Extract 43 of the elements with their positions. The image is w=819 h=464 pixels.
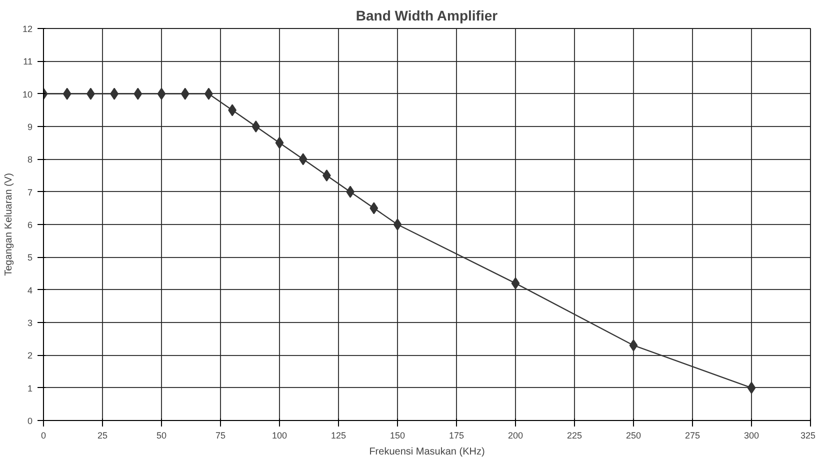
x-tick-label: 275 (684, 430, 700, 440)
x-tick-label: 75 (215, 430, 226, 440)
point (180, 88, 190, 100)
y-tick-label: 8 (27, 154, 33, 165)
x-tick-label: 175 (448, 430, 464, 440)
x-tick-label: 25 (97, 430, 108, 440)
x-tick-label: 125 (330, 430, 346, 440)
y-axis-title: Tegangan Keluaran (V) (3, 173, 14, 276)
point (157, 88, 166, 100)
point (393, 218, 402, 230)
point (252, 120, 260, 132)
y-tick-label: 7 (27, 187, 33, 198)
x-tick-label: 100 (272, 430, 288, 440)
point (370, 202, 378, 214)
y-tick-label: 11 (23, 56, 32, 67)
point (747, 382, 756, 394)
point (629, 339, 638, 352)
point (134, 88, 142, 100)
point (511, 277, 520, 290)
x-tick-label: 150 (390, 430, 406, 440)
point (322, 170, 331, 182)
x-axis-title: Frekuensi Masukan (KHz) (369, 446, 485, 458)
point (298, 153, 308, 166)
y-tick-label: 4 (27, 285, 33, 296)
x-tick-label: 300 (744, 430, 760, 440)
x-tick-label: 225 (566, 430, 582, 440)
y-tick-label: 10 (22, 89, 33, 100)
y-tick-label: 1 (27, 383, 33, 394)
point (62, 88, 72, 100)
x-tick-label: 250 (626, 430, 642, 440)
y-tick-label: 3 (27, 318, 33, 328)
x-tick-label: 50 (156, 430, 167, 440)
x-tick-label: 200 (508, 430, 524, 440)
y-tick-label: 9 (27, 122, 33, 132)
x-tick-label: 325 (800, 430, 816, 440)
y-tick-label: 12 (22, 24, 33, 34)
y-tick-label: 2 (27, 350, 33, 361)
y-tick-label: 0 (27, 416, 33, 426)
y-tick-label: 5 (27, 252, 33, 263)
point (275, 136, 284, 149)
chart-title: Band Width Amplifier (356, 8, 498, 24)
x-tick-label: 0 (40, 430, 46, 440)
y-tick-label: 6 (27, 220, 33, 230)
